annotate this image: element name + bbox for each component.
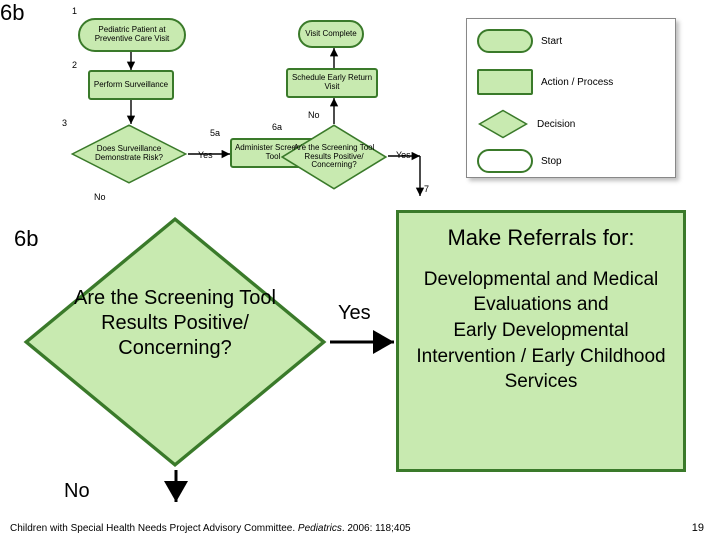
node-n3: Does Surveillance Demonstrate Risk? [70, 124, 188, 184]
legend-box: Start Action / Process Decision Stop [466, 18, 676, 178]
edge-label-no2: No [308, 110, 320, 120]
legend-row-3: Stop [477, 149, 562, 173]
citation-journal: Pediatrics [298, 523, 342, 534]
page-number: 19 [692, 522, 704, 534]
edge-label-yes2: Yes [396, 150, 411, 160]
referrals-title: Make Referrals for: [405, 223, 677, 253]
node-n1: Pediatric Patient at Preventive Care Vis… [78, 18, 186, 52]
legend-row-0: Start [477, 29, 562, 53]
decision-6b: Are the Screening Tool Results Positive/… [20, 214, 330, 470]
referrals-body: Developmental and Medical Evaluations an… [405, 267, 677, 395]
node-n5: Schedule Early Return Visit [286, 68, 378, 98]
node-n6a: Are the Screening Tool Results Positive/… [280, 124, 388, 190]
node-n4: Visit Complete [298, 20, 364, 48]
node-n2: Perform Surveillance [88, 70, 174, 100]
citation-prefix: Children with Special Health Needs Proje… [10, 523, 298, 534]
edge-label-yes1: Yes [198, 150, 213, 160]
num-n2: 2 [72, 60, 77, 70]
referrals-process: Make Referrals for: Developmental and Me… [396, 210, 686, 472]
decision-6b-label: Are the Screening Tool Results Positive/… [70, 286, 281, 419]
legend-row-1: Action / Process [477, 69, 613, 95]
label-no-big: No [64, 480, 90, 503]
edge-label-no1: No [94, 192, 106, 202]
citation-suffix: . 2006: 118;405 [342, 523, 411, 534]
legend-row-2: Decision [477, 109, 575, 139]
edge-label-seven: 7 [424, 184, 429, 194]
num-n6a: 6a [272, 122, 282, 132]
num-n3: 3 [62, 118, 67, 128]
label-yes-big: Yes [338, 302, 371, 325]
decision-6b-number: 6b [0, 0, 24, 26]
num-n5a: 5a [210, 128, 220, 138]
footer-citation: Children with Special Health Needs Proje… [10, 523, 411, 534]
label-6b-number: 6b [14, 226, 38, 252]
num-n1: 1 [72, 6, 77, 16]
